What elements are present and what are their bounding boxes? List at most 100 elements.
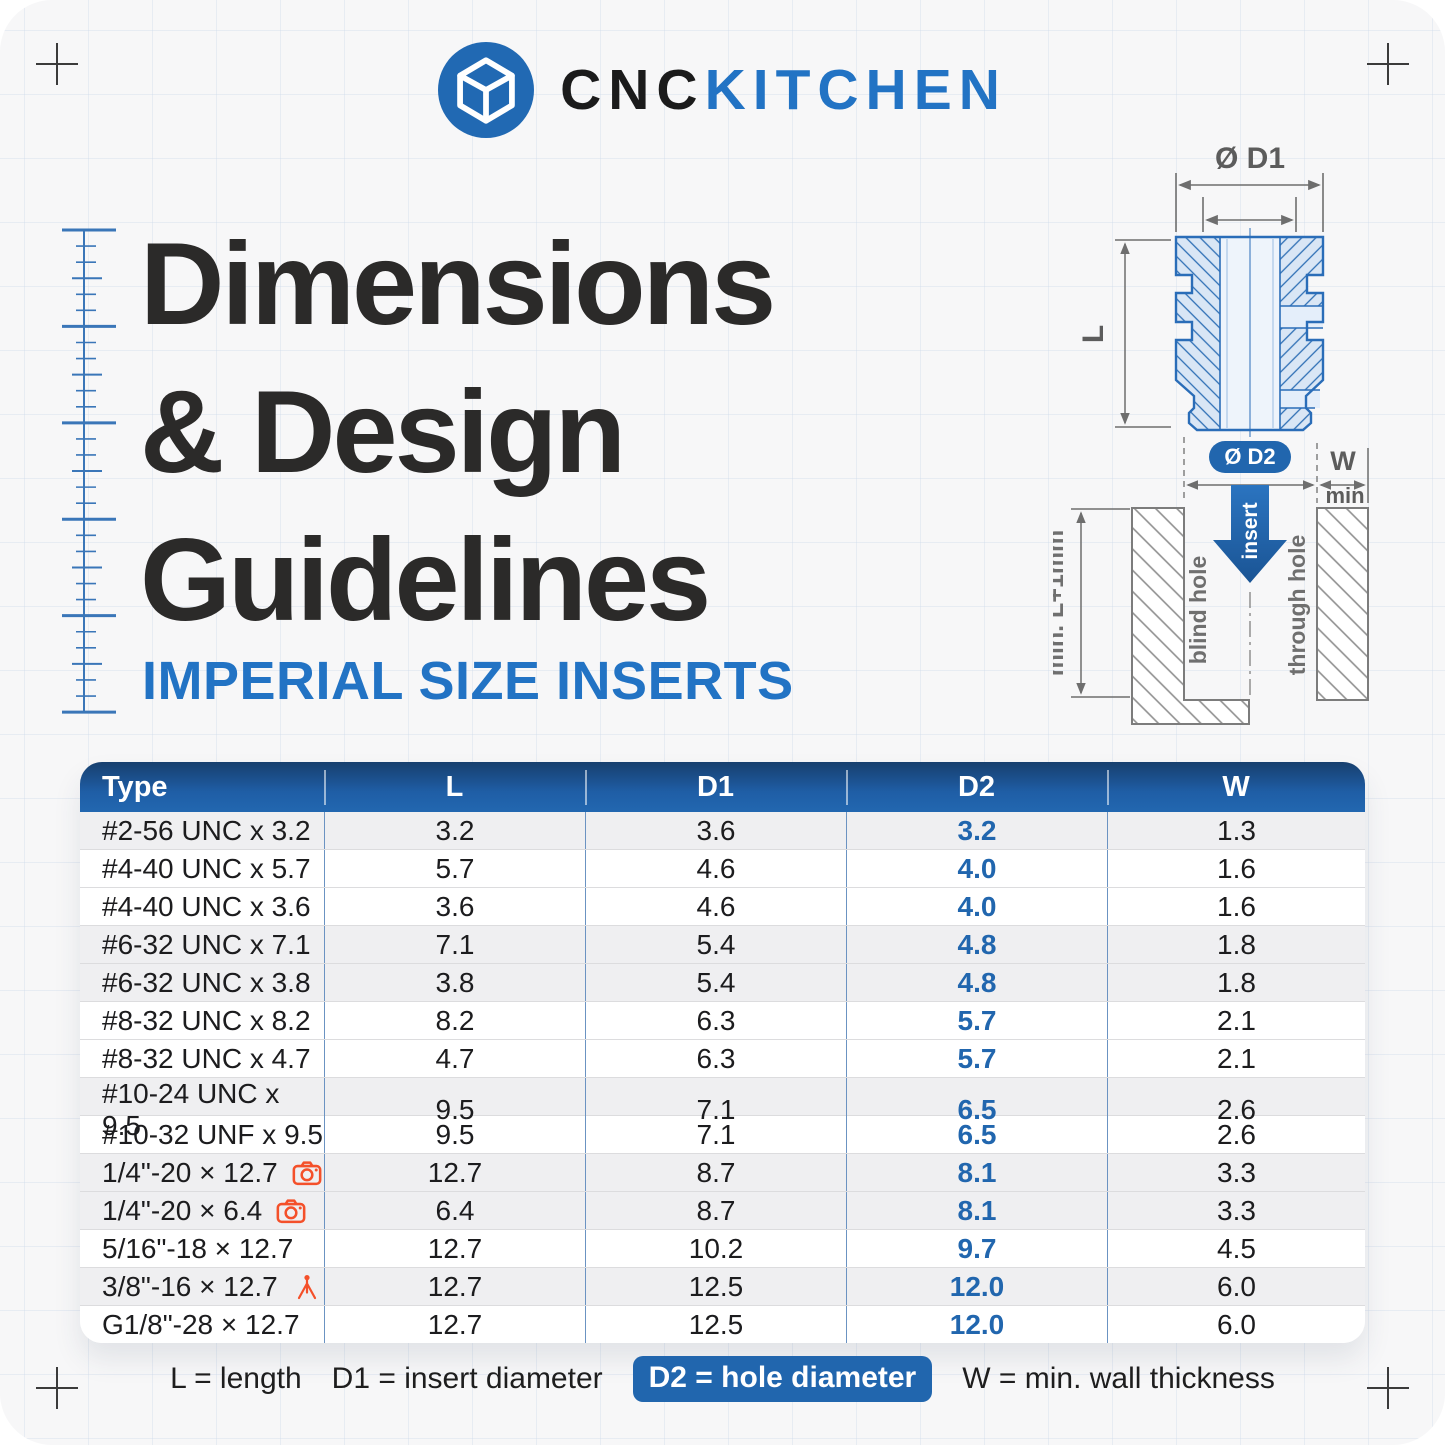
cell-type: #2-56 UNC x 3.2 (80, 812, 324, 849)
cell-w: 1.3 (1107, 812, 1365, 849)
cell-l: 12.7 (324, 1306, 585, 1343)
cell-w: 6.0 (1107, 1268, 1365, 1305)
legend: L = length D1 = insert diameter D2 = hol… (0, 1356, 1445, 1402)
cell-d1: 8.7 (585, 1154, 846, 1191)
table-row: G1/8"-28 × 12.7 12.7 12.5 12.0 6.0 (80, 1305, 1365, 1343)
cell-w: 1.8 (1107, 964, 1365, 1001)
table-row: 5/16"-18 × 12.7 12.7 10.2 9.7 4.5 (80, 1229, 1365, 1267)
page-subtitle: IMPERIAL SIZE INSERTS (142, 651, 794, 711)
cell-w: 3.3 (1107, 1192, 1365, 1229)
type-label: #4-40 UNC x 5.7 (102, 852, 311, 884)
min-label: min (1325, 483, 1364, 508)
cell-d2: 8.1 (846, 1192, 1107, 1229)
cell-d1: 6.3 (585, 1002, 846, 1039)
table-header-row: Type L D1 D2 W (80, 762, 1365, 812)
cell-type: G1/8"-28 × 12.7 (80, 1306, 324, 1343)
column-header-w: W (1107, 762, 1365, 812)
cell-d1: 4.6 (585, 888, 846, 925)
cell-d1: 7.1 (585, 1078, 846, 1142)
cell-type: #4-40 UNC x 3.6 (80, 888, 324, 925)
cell-w: 6.0 (1107, 1306, 1365, 1343)
table-row: #10-32 UNF x 9.5 9.5 7.1 6.5 2.6 (80, 1115, 1365, 1153)
cell-type: #8-32 UNC x 8.2 (80, 1002, 324, 1039)
type-label: 3/8"-16 × 12.7 (102, 1270, 278, 1302)
cell-l: 3.2 (324, 812, 585, 849)
cell-l: 3.8 (324, 964, 585, 1001)
cell-d2: 6.5 (846, 1116, 1107, 1153)
cell-l: 12.7 (324, 1154, 585, 1191)
type-label: G1/8"-28 × 12.7 (102, 1308, 300, 1340)
insert-arrow-label: insert (1239, 502, 1262, 559)
registration-cross-icon (1367, 43, 1409, 85)
type-label: #8-32 UNC x 8.2 (102, 1004, 311, 1036)
camera-icon (292, 1160, 322, 1185)
w-label: W (1330, 446, 1356, 476)
ruler-graphic (62, 228, 116, 714)
d1-dimension-lines (1175, 173, 1324, 232)
cell-type: #8-32 UNC x 4.7 (80, 1040, 324, 1077)
cell-w: 4.5 (1107, 1230, 1365, 1267)
type-label: #4-40 UNC x 3.6 (102, 890, 311, 922)
column-header-l: L (324, 762, 585, 812)
cnc-cube-logo-icon (438, 42, 535, 138)
depth-label: min. L+1mm (1053, 530, 1069, 677)
insert-cross-section (1174, 228, 1325, 437)
table-row: 3/8"-16 × 12.7 12.7 12.5 12.0 6.0 (80, 1267, 1365, 1305)
type-label: #6-32 UNC x 3.8 (102, 966, 311, 998)
cell-d2: 6.5 (846, 1078, 1107, 1142)
cell-w: 1.6 (1107, 888, 1365, 925)
table-row: #6-32 UNC x 7.1 7.1 5.4 4.8 1.8 (80, 925, 1365, 963)
cell-l: 9.5 (324, 1078, 585, 1142)
type-label: #10-32 UNF x 9.5 (102, 1118, 323, 1150)
column-header-type: Type (102, 770, 168, 803)
brand-logo: CNCKITCHEN (0, 42, 1445, 138)
table-row: 1/4"-20 × 6.4 6.4 8.7 8.1 3.3 (80, 1191, 1365, 1229)
cell-type: 1/4"-20 × 6.4 (80, 1192, 324, 1229)
page-title-line1: Dimensions (140, 218, 776, 349)
table-row: 1/4"-20 × 12.7 12.7 8.7 8.1 3.3 (80, 1153, 1365, 1191)
cell-d1: 5.4 (585, 926, 846, 963)
l-dimension-lines (1115, 239, 1171, 428)
cell-l: 8.2 (324, 1002, 585, 1039)
d2-pill (1209, 441, 1291, 473)
table-row: #8-32 UNC x 8.2 8.2 6.3 5.7 2.1 (80, 1001, 1365, 1039)
cell-d2: 4.8 (846, 926, 1107, 963)
blind-hole-label: blind hole (1185, 556, 1211, 665)
registration-cross-icon (36, 1367, 78, 1409)
cell-d2: 4.0 (846, 888, 1107, 925)
cell-type: 3/8"-16 × 12.7 (80, 1268, 324, 1305)
cell-l: 3.6 (324, 888, 585, 925)
l-label: L (1077, 325, 1110, 343)
cell-l: 6.4 (324, 1192, 585, 1229)
brand-wordmark: CNCKITCHEN (560, 57, 1007, 123)
insert-technical-drawing: Ø D1 L (1053, 142, 1369, 725)
column-header-d1: D1 (585, 762, 846, 812)
cell-type: #10-32 UNF x 9.5 (80, 1116, 324, 1153)
page-title-line2: & Design (140, 366, 626, 497)
cell-type: 5/16"-18 × 12.7 (80, 1230, 324, 1267)
cell-w: 2.1 (1107, 1040, 1365, 1077)
cell-w: 2.6 (1107, 1116, 1365, 1153)
table-body: #2-56 UNC x 3.2 3.2 3.6 3.2 1.3 #4-40 UNC x 5… (80, 812, 1365, 1343)
cell-l: 12.7 (324, 1268, 585, 1305)
through-hole-label: through hole (1284, 535, 1310, 676)
cell-d2: 5.7 (846, 1040, 1107, 1077)
registration-cross-icon (1367, 1367, 1409, 1409)
type-label: #10-24 UNC x 9.5 (102, 1078, 280, 1141)
cell-d1: 7.1 (585, 1116, 846, 1153)
cell-type: 1/4"-20 × 12.7 (80, 1154, 324, 1191)
cell-d2: 12.0 (846, 1306, 1107, 1343)
through-hole-wall (1316, 507, 1369, 701)
d2-label: Ø D2 (1224, 444, 1275, 469)
type-label: 5/16"-18 × 12.7 (102, 1232, 294, 1264)
table-row: #10-24 UNC x 9.5 9.5 7.1 6.5 2.6 (80, 1077, 1365, 1142)
table-row: #8-32 UNC x 4.7 4.7 6.3 5.7 2.1 (80, 1039, 1365, 1077)
cell-d1: 3.6 (585, 812, 846, 849)
cell-d2: 3.2 (846, 812, 1107, 849)
cell-l: 4.7 (324, 1040, 585, 1077)
insert-arrow-icon (1213, 485, 1287, 583)
type-label: 1/4"-20 × 6.4 (102, 1194, 263, 1226)
legend-item-w: W = min. wall thickness (962, 1362, 1275, 1395)
cell-d1: 12.5 (585, 1268, 846, 1305)
